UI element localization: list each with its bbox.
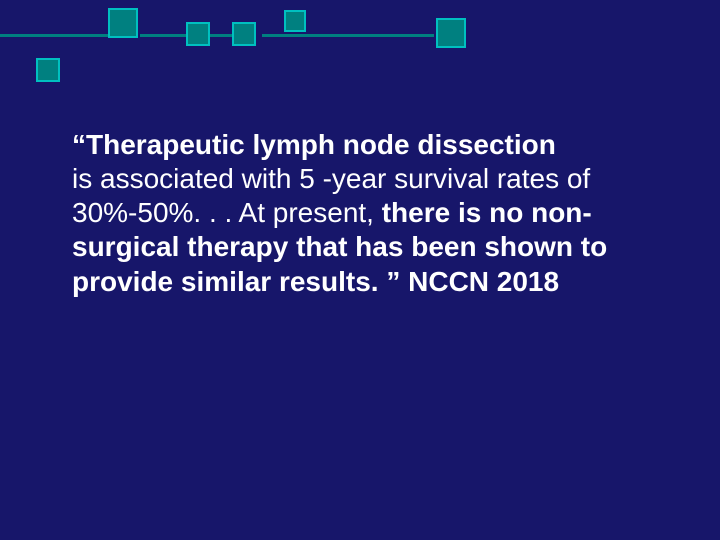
decor-square xyxy=(108,8,138,38)
slide-body-text: “Therapeutic lymph node dissection is as… xyxy=(72,128,652,299)
decorative-header xyxy=(0,0,720,100)
decor-square xyxy=(436,18,466,48)
decor-line xyxy=(262,34,434,37)
decor-line xyxy=(0,34,108,37)
decor-square xyxy=(36,58,60,82)
quote-bold-opening: “Therapeutic lymph node dissection xyxy=(72,129,556,160)
decor-square xyxy=(232,22,256,46)
decor-square xyxy=(284,10,306,32)
decor-square xyxy=(186,22,210,46)
